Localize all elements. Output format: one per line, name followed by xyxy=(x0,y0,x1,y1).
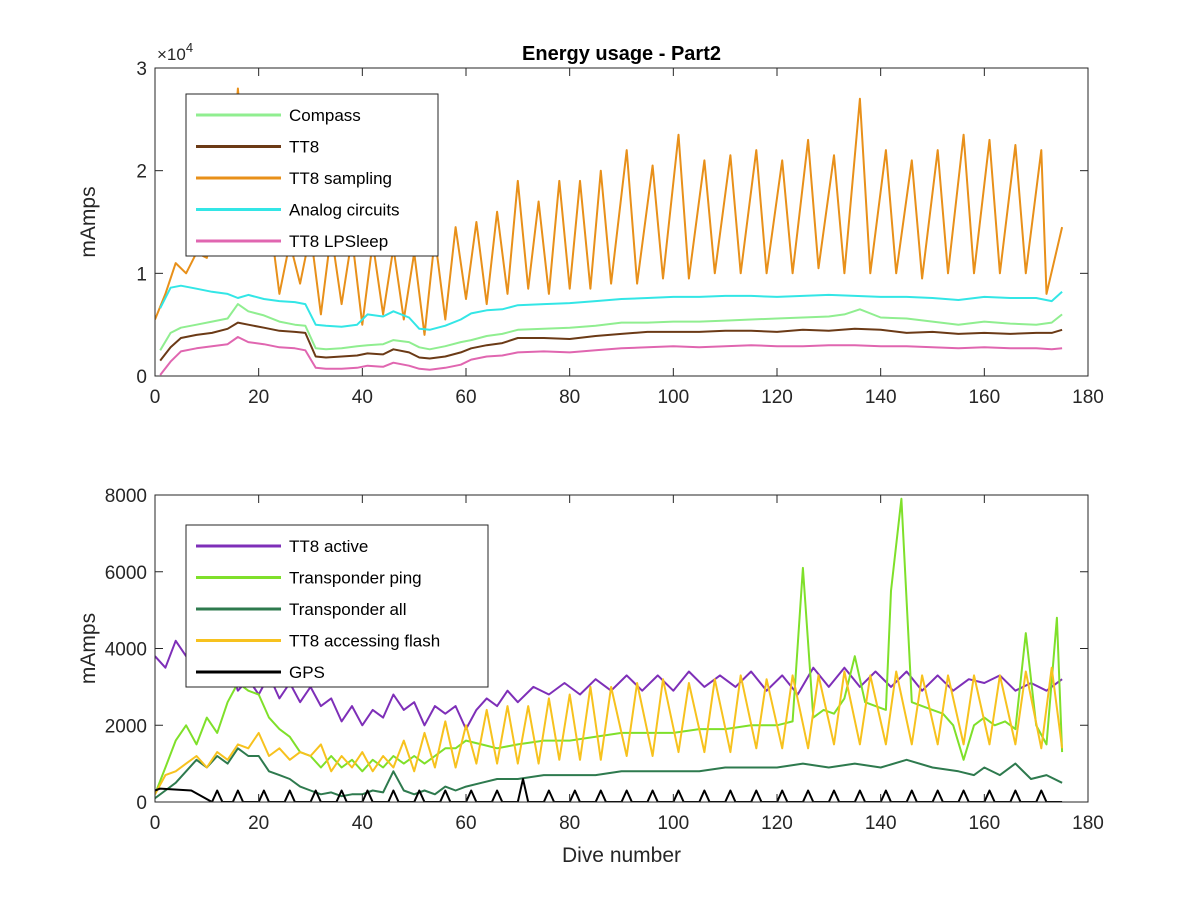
top-x-tick-label: 40 xyxy=(352,387,373,408)
top-x-tick-label: 20 xyxy=(248,387,269,408)
bottom-y-tick-label: 6000 xyxy=(105,563,147,584)
bottom-y-tick-label: 0 xyxy=(136,793,147,814)
bottom-series-line-tt8-accessing-flash xyxy=(155,666,1064,795)
top-x-tick-label: 120 xyxy=(761,387,793,408)
bottom-legend: TT8 active Transponder ping Transponder al… xyxy=(185,524,489,688)
bottom-y-axis-label: mAmps xyxy=(77,613,100,684)
top-legend-label-analog-circuits: Analog circuits xyxy=(289,201,400,220)
top-y-tick-label: 3 xyxy=(136,59,147,80)
bottom-x-tick-label: 180 xyxy=(1072,813,1104,834)
bottom-x-tick-label: 40 xyxy=(352,813,373,834)
top-series-group xyxy=(155,87,1064,376)
top-x-tick-label: 60 xyxy=(455,387,476,408)
bottom-y-tick-label: 8000 xyxy=(105,486,147,507)
bottom-x-axis-label: Dive number xyxy=(562,844,681,867)
bottom-x-tick-label: 0 xyxy=(150,813,161,834)
top-y-axis-label: mAmps xyxy=(77,186,100,257)
top-legend-label-compass: Compass xyxy=(289,106,361,125)
bottom-series-line-transponder-all xyxy=(155,747,1063,800)
top-x-tick-label: 100 xyxy=(657,387,689,408)
bottom-legend-label-transponder-all: Transponder all xyxy=(289,600,407,619)
top-y-tick-label: 2 xyxy=(136,162,147,183)
top-y-exponent-label: ×104 xyxy=(157,40,193,64)
top-y-tick-label: 0 xyxy=(136,367,147,388)
top-series-line-tt8-lpsleep xyxy=(159,336,1063,376)
bottom-x-tick-label: 60 xyxy=(455,813,476,834)
bottom-x-tick-label: 120 xyxy=(761,813,793,834)
top-legend-label-tt8: TT8 xyxy=(289,138,319,157)
bottom-x-tick-label: 100 xyxy=(657,813,689,834)
top-x-tick-label: 180 xyxy=(1072,387,1104,408)
top-axes-frame xyxy=(154,67,1089,377)
top-x-tick-label: 140 xyxy=(865,387,897,408)
top-x-tick-label: 160 xyxy=(968,387,1000,408)
bottom-subplot: 0 20 40 60 80 100 120 140 160 180 0 2000 4000 6000 800… xyxy=(77,486,1104,867)
top-series-line-compass xyxy=(159,303,1063,351)
top-subplot: 0 20 40 60 80 100 120 140 160 180 0 1 2 3 ×104 Energy u… xyxy=(77,40,1104,408)
top-legend: Compass TT8 TT8 sampling Analog circuits TT8… xyxy=(185,93,439,257)
bottom-legend-label-transponder-ping: Transponder ping xyxy=(289,569,422,588)
top-x-tick-label: 80 xyxy=(559,387,580,408)
bottom-series-line-gps xyxy=(155,778,1063,802)
top-y-tick-label: 1 xyxy=(136,264,147,285)
bottom-x-tick-label: 140 xyxy=(865,813,897,834)
bottom-series-line-tt8-active xyxy=(155,639,1063,731)
top-legend-label-tt8-lpsleep: TT8 LPSleep xyxy=(289,232,388,251)
bottom-x-tick-label: 160 xyxy=(968,813,1000,834)
bottom-y-tick-label: 4000 xyxy=(105,640,147,661)
top-chart-title: Energy usage - Part2 xyxy=(522,43,721,65)
bottom-legend-box xyxy=(185,524,489,688)
bottom-x-tick-label: 20 xyxy=(248,813,269,834)
top-x-tick-label: 0 xyxy=(150,387,161,408)
bottom-legend-label-tt8-accessing-flash: TT8 accessing flash xyxy=(289,632,440,651)
top-legend-label-tt8-sampling: TT8 sampling xyxy=(289,169,392,188)
bottom-series-group xyxy=(155,497,1064,802)
top-series-line-analog-circuits xyxy=(159,284,1063,331)
bottom-legend-label-gps: GPS xyxy=(289,663,325,682)
bottom-y-tick-label: 2000 xyxy=(105,716,147,737)
bottom-x-tick-label: 80 xyxy=(559,813,580,834)
top-legend-box xyxy=(185,93,439,257)
bottom-legend-label-tt8-active: TT8 active xyxy=(289,537,368,556)
top-series-line-tt8 xyxy=(159,321,1063,362)
